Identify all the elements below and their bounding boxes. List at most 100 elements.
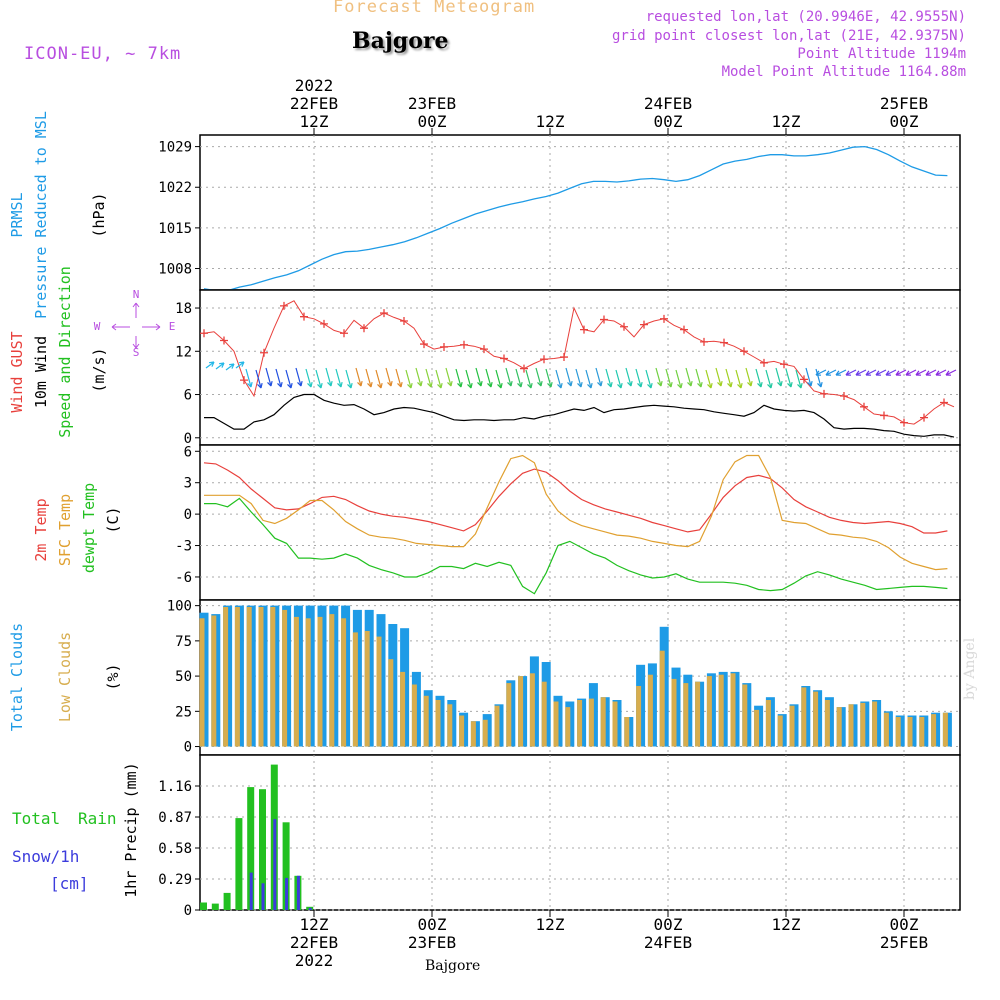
wind-10m-label: 10m Wind [32,336,50,408]
wind-arrow [295,367,302,387]
low-cloud-bar [754,709,760,747]
wind-arrow [605,368,612,388]
total-rain-label-1: Total [12,809,60,828]
low-cloud-bar [942,712,948,747]
gust-marker [480,345,488,354]
wind-arrow-head [457,381,463,388]
wind-arrow [835,369,847,376]
x-tick-label-bottom: 00Z [654,915,683,934]
wind-arrow-head [357,380,363,387]
wind-arrow [465,369,472,389]
wind-arrow [395,368,402,388]
low-cloud-bar [695,681,701,747]
snow-bar [285,877,289,910]
rain-bar [235,818,243,910]
wind-arrow [645,369,652,389]
wind-arrow [265,367,272,387]
low-cloud-bar [506,683,512,747]
low-cloud-bar [388,659,394,747]
watermark: by Angel [962,637,978,700]
wind-arrow-head [597,380,603,387]
wind-arrow-head [567,380,573,387]
low-cloud-bar [612,701,618,747]
low-cloud-bar [529,673,535,747]
low-cloud-bar [282,609,288,747]
total-rain-label-2: Rain [78,809,117,828]
low-cloud-bar [789,705,795,747]
wind-arrow-head [377,382,383,389]
wind-arrow-head [697,381,703,388]
temperature-frame [199,444,961,601]
low-cloud-bar [199,618,205,747]
snow-bar [308,907,312,910]
temp-2m-line [203,462,948,534]
wind-arrow-head [417,380,423,387]
wind-arrow-head [935,370,942,376]
wind-arrow-head [327,380,333,387]
wind-arrow [405,369,412,389]
y-tick-label: 1.16 [158,779,192,795]
compass-s: S [133,346,140,359]
pressure-frame [199,134,961,291]
gust-marker [620,322,628,331]
model-altitude: Model Point Altitude 1164.88m [721,64,966,80]
low-cloud-bar [824,700,830,747]
y-tick-label: 1015 [158,221,192,237]
wind-arrow [665,368,672,388]
rain-bar [211,903,219,910]
x-date-label-bottom: 25FEB [880,933,928,952]
pressure-panel: 1008 1015 1022 1029 [158,134,961,292]
low-cloud-bar [801,687,807,747]
gust-marker [880,411,888,420]
pressure-msl-label: Pressure Reduced to MSL [32,111,50,319]
compass-rose-icon [111,302,161,349]
gust-marker [720,338,728,347]
low-cloud-bar [447,704,453,747]
y-tick-label: 6 [184,388,192,404]
compass-e: E [169,320,176,333]
low-cloud-bar [423,695,429,747]
rain-bar [223,892,231,910]
wind-arrow-head [895,370,902,376]
wind-arrow [485,368,492,388]
gust-marker [280,301,288,310]
gust-marker [900,418,908,427]
low-cloud-bar [742,684,748,747]
low-cloud-bar [317,616,323,747]
low-cloud-bar [636,686,642,747]
temperature-panel: -6 -3 0 3 6 [175,444,961,601]
temp-sfc-line [204,454,948,571]
wind-arrow-head [647,382,653,389]
wind-arrow [215,362,225,370]
wind-arrow-head [397,381,403,388]
x-date-label-top: 23FEB [408,94,456,113]
wind-arrow [815,368,822,388]
wind-arrow-head [467,382,473,389]
total-clouds-label: Total Clouds [8,623,26,731]
grid-point-coords: grid point closest lon,lat (21E, 42.9375… [611,28,966,44]
wind-arrow [595,367,602,387]
wind-arrow-head [667,381,673,388]
wind-arrow-head [527,382,533,389]
wind-arrow-head [845,370,852,376]
wind-arrow-head [219,362,225,368]
gust-marker [560,353,568,362]
wind-arrow [375,369,382,389]
y-tick-label: 0.29 [158,872,192,888]
wind-arrow-head [767,382,773,389]
low-cloud-bar [470,721,476,747]
snow-unit-label: [cm] [50,874,89,893]
gust-marker [460,340,468,349]
wind-arrow-head [717,380,723,387]
low-cloud-bar [541,681,547,747]
wind-arrow-head [587,382,593,389]
wind-arrow-head [707,382,713,389]
wind-arrow-head [239,361,245,367]
wind-arrow [335,368,342,388]
wind-arrow-head [737,382,743,389]
wind-arrow [515,368,522,388]
wind-arrow-head [677,382,683,389]
wind-arrow [745,367,752,387]
y-tick-label: 3 [184,476,192,492]
wind-arrow [575,368,582,388]
